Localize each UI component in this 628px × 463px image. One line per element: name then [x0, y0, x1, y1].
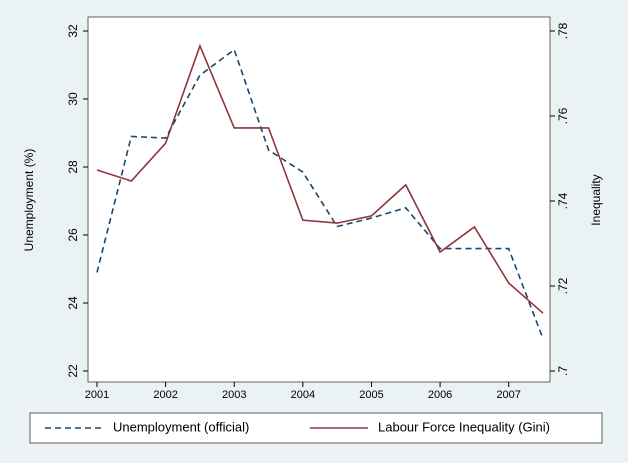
x-tick-label: 2004 — [291, 389, 315, 401]
x-tick-label: 2002 — [153, 389, 177, 401]
x-tick-label: 2007 — [496, 389, 520, 401]
legend-label: Unemployment (official) — [113, 419, 249, 434]
y2-tick-label: .76 — [556, 107, 570, 124]
x-tick-label: 2003 — [222, 389, 246, 401]
x-tick-label: 2005 — [359, 389, 383, 401]
x-tick-label: 2006 — [428, 389, 452, 401]
y-tick-label: 32 — [66, 24, 80, 38]
x-tick-label: 2001 — [85, 389, 109, 401]
series-line — [96, 48, 544, 339]
series-line — [96, 43, 544, 314]
y-tick-label: 24 — [66, 296, 80, 310]
y2-tick-label: .7 — [556, 366, 570, 376]
y-axis-title: Unemployment (%) — [22, 149, 36, 252]
legend-label: Labour Force Inequality (Gini) — [378, 419, 550, 434]
y2-tick-label: .78 — [556, 22, 570, 39]
y-tick-label: 30 — [66, 92, 80, 106]
y2-axis-title: Inequality — [589, 174, 603, 225]
y-tick-label: 26 — [66, 228, 80, 242]
y2-tick-label: .74 — [556, 192, 570, 209]
y-tick-label: 28 — [66, 160, 80, 174]
plot-area — [87, 16, 551, 383]
y2-tick-label: .72 — [556, 277, 570, 294]
y-tick-label: 22 — [66, 364, 80, 378]
